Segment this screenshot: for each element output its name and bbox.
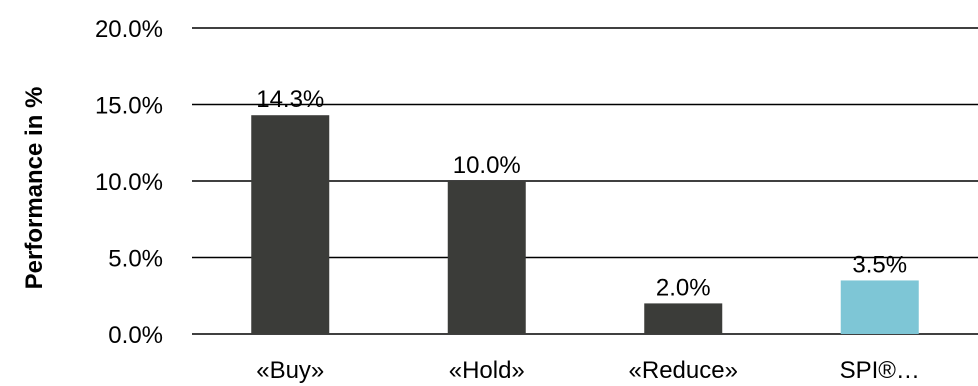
category-label: «Hold» [449, 357, 525, 384]
category-label: «Buy» [256, 357, 324, 384]
bar [840, 280, 919, 334]
y-tick-label: 15.0% [95, 93, 163, 120]
y-tick-label: 10.0% [95, 169, 163, 196]
data-label: 2.0% [656, 274, 711, 301]
data-label: 14.3% [256, 86, 324, 113]
data-label: 3.5% [852, 251, 907, 278]
data-labels: 14.3% 10.0% 2.0% 3.5% [256, 86, 907, 301]
bar [251, 115, 330, 335]
y-tick-label: 0.0% [108, 322, 163, 349]
data-label: 10.0% [453, 152, 521, 179]
category-label: SPI®… [840, 357, 920, 384]
bars [251, 115, 919, 335]
bar [644, 303, 723, 334]
bar [447, 181, 526, 334]
y-tick-label: 20.0% [95, 16, 163, 43]
category-label: «Reduce» [629, 357, 738, 384]
y-tick-label: 5.0% [108, 246, 163, 273]
y-tick-labels: 0.0% 5.0% 10.0% 15.0% 20.0% [95, 16, 163, 349]
category-labels: «Buy» «Hold» «Reduce» SPI®… [256, 357, 920, 384]
y-axis-title: Performance in % [21, 87, 48, 290]
